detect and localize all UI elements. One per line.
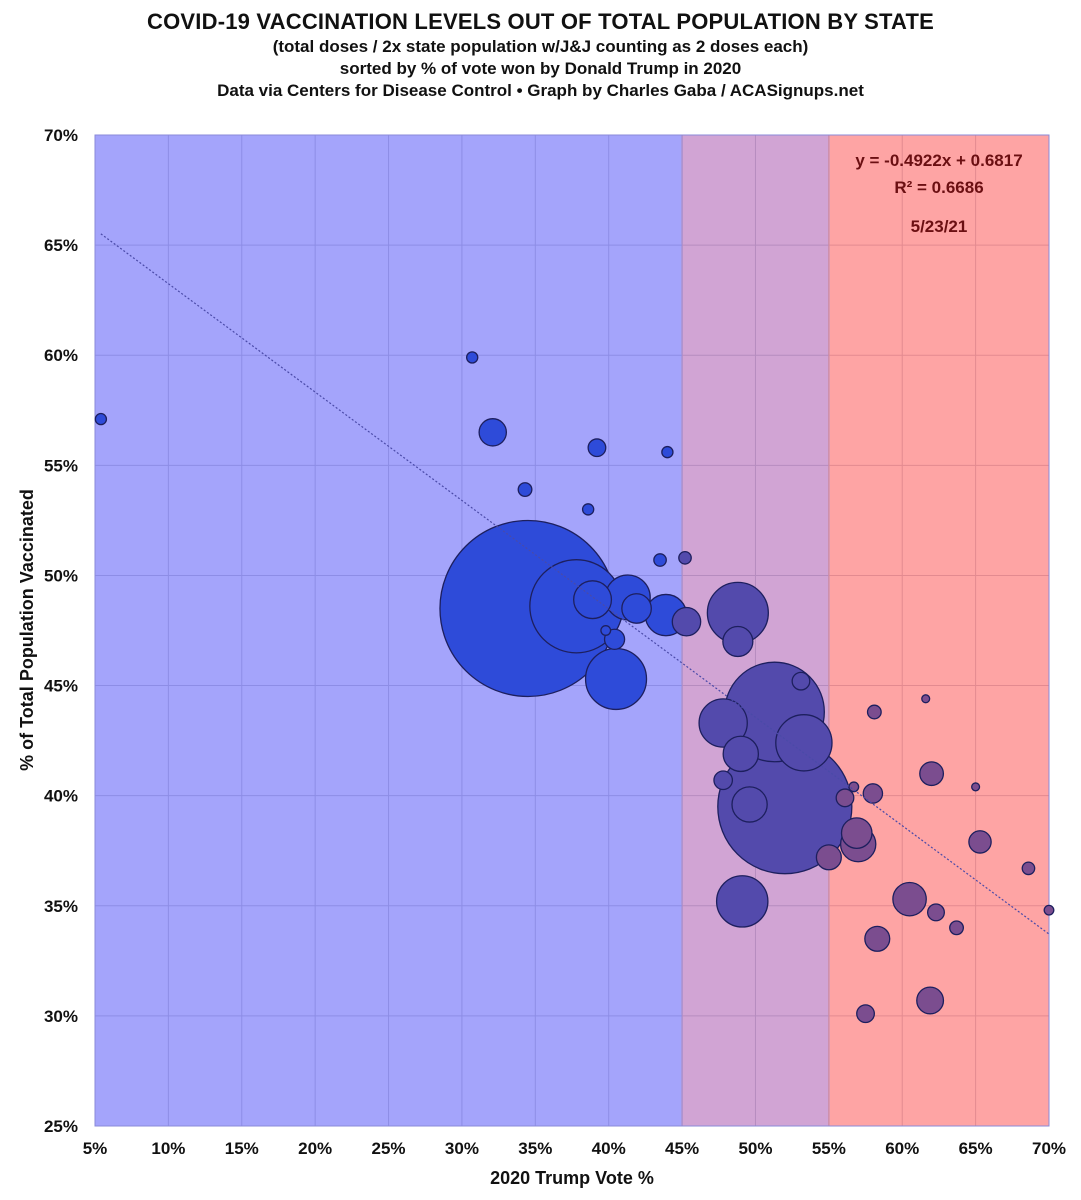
data-bubble: [892, 881, 927, 917]
y-tick-label: 65%: [44, 236, 78, 255]
r-squared: R² = 0.6686: [894, 178, 983, 197]
plot-border: [94, 134, 1050, 1127]
data-bubble: [587, 438, 607, 458]
y-tick-label: 55%: [44, 456, 78, 475]
data-bubble: [722, 735, 760, 773]
data-bubble: [866, 704, 882, 720]
y-tick-label: 35%: [44, 897, 78, 916]
data-bubble: [791, 671, 811, 691]
x-tick-label: 50%: [738, 1139, 772, 1158]
data-bubble: [653, 553, 667, 567]
data-bubble: [465, 351, 479, 364]
data-bubble: [971, 782, 981, 792]
x-tick-label: 15%: [225, 1139, 259, 1158]
data-bubble: [478, 418, 508, 447]
data-bubble: [1021, 861, 1036, 876]
x-tick-label: 70%: [1032, 1139, 1066, 1158]
data-date: 5/23/21: [911, 217, 968, 236]
y-tick-label: 50%: [44, 566, 78, 585]
data-bubble: [848, 781, 860, 793]
x-axis-label: 2020 Trump Vote %: [490, 1168, 654, 1188]
trendline: [100, 233, 1050, 935]
y-axis-ticks: 25% 30% 35% 40% 45% 50% 55% 60% 65% 70%: [44, 126, 78, 1136]
bubbles: [94, 351, 1055, 1024]
data-bubble: [916, 986, 945, 1015]
x-tick-label: 35%: [518, 1139, 552, 1158]
chart-subtitle-3: Data via Centers for Disease Control • G…: [217, 81, 864, 100]
data-bubble: [1043, 904, 1055, 916]
data-bubble: [722, 625, 754, 658]
data-bubble: [94, 412, 108, 426]
data-bubble: [921, 694, 931, 704]
y-axis-label: % of Total Population Vaccinated: [17, 489, 37, 771]
chart-titles: COVID-19 VACCINATION LEVELS OUT OF TOTAL…: [0, 8, 1081, 102]
x-tick-label: 60%: [885, 1139, 919, 1158]
data-bubble: [698, 698, 748, 748]
trend-equation: y = -0.4922x + 0.6817: [855, 151, 1022, 170]
data-bubble: [581, 503, 595, 516]
x-tick-label: 30%: [445, 1139, 479, 1158]
x-tick-label: 65%: [959, 1139, 993, 1158]
x-tick-label: 20%: [298, 1139, 332, 1158]
x-tick-label: 55%: [812, 1139, 846, 1158]
data-bubble: [840, 817, 873, 849]
data-bubble: [661, 445, 674, 459]
data-bubble: [678, 550, 692, 565]
x-tick-label: 45%: [665, 1139, 699, 1158]
data-bubble: [835, 788, 855, 808]
data-bubble: [621, 593, 652, 624]
data-bubble: [775, 714, 833, 772]
y-tick-label: 70%: [44, 126, 78, 145]
data-bubble: [731, 786, 768, 823]
y-tick-label: 30%: [44, 1007, 78, 1026]
data-bubble: [926, 903, 945, 922]
data-bubble: [815, 844, 842, 871]
data-bubble: [919, 761, 945, 787]
data-bubble: [968, 830, 992, 854]
red-zone: [828, 135, 1049, 1126]
data-bubble: [600, 625, 612, 636]
data-bubble: [573, 580, 613, 620]
data-bubble: [949, 920, 965, 936]
chart-subtitle-2: sorted by % of vote won by Donald Trump …: [339, 59, 742, 78]
data-bubble: [715, 875, 769, 928]
data-bubble: [864, 925, 891, 952]
data-bubble: [713, 770, 734, 791]
chart-subtitle-1: (total doses / 2x state population w/J&J…: [272, 37, 809, 56]
data-bubble: [517, 482, 533, 498]
x-tick-label: 5%: [83, 1139, 108, 1158]
data-bubble: [856, 1004, 875, 1024]
x-tick-label: 25%: [372, 1139, 406, 1158]
chart-title: COVID-19 VACCINATION LEVELS OUT OF TOTAL…: [147, 9, 934, 34]
data-bubble: [862, 783, 884, 804]
data-bubble: [584, 647, 648, 711]
y-tick-label: 40%: [44, 787, 78, 806]
y-tick-label: 60%: [44, 346, 78, 365]
x-tick-label: 40%: [592, 1139, 626, 1158]
y-tick-label: 45%: [44, 677, 78, 696]
y-tick-label: 25%: [44, 1117, 78, 1136]
x-tick-label: 10%: [151, 1139, 185, 1158]
x-axis-ticks: 5% 10% 15% 20% 25% 30% 35% 40% 45% 50% 55% 60% 65% 70…: [83, 1139, 1066, 1158]
data-bubble: [671, 606, 702, 637]
